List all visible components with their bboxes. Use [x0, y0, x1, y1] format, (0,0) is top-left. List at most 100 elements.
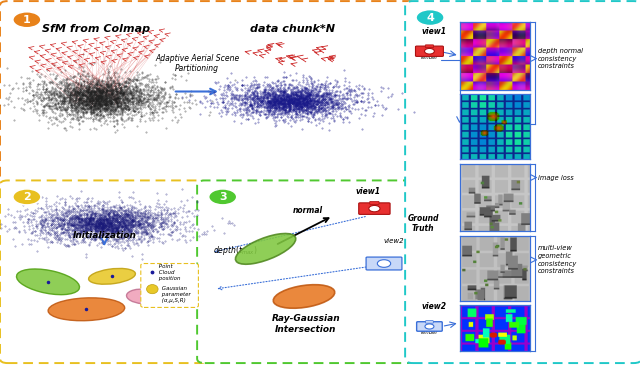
Point: [114, 215, 124, 221]
Point: [350, 92, 360, 98]
Point: [60, 197, 70, 202]
Point: [147, 79, 157, 85]
Point: [342, 115, 352, 121]
Point: [63, 94, 74, 100]
Point: [65, 234, 76, 240]
Point: [11, 225, 21, 231]
Point: [92, 94, 102, 100]
Point: [119, 84, 129, 90]
Point: [295, 102, 305, 108]
Point: [118, 221, 128, 227]
Point: [86, 104, 97, 110]
Point: [85, 85, 95, 91]
Point: [82, 199, 92, 205]
Point: [74, 98, 84, 104]
Point: [93, 212, 104, 218]
Point: [98, 85, 108, 90]
Point: [125, 105, 136, 111]
Point: [102, 199, 112, 205]
Point: [113, 223, 124, 228]
Point: [274, 100, 284, 106]
Point: [97, 224, 108, 230]
Point: [291, 99, 301, 105]
Point: [32, 86, 42, 92]
Point: [97, 224, 107, 230]
Point: [95, 94, 106, 100]
Point: [363, 104, 373, 110]
Point: [76, 86, 86, 92]
Point: [55, 98, 65, 104]
Point: [116, 221, 126, 227]
Point: [102, 237, 113, 243]
Point: [310, 116, 320, 122]
Point: [136, 221, 147, 227]
Point: [95, 82, 106, 87]
Point: [78, 227, 88, 233]
Point: [145, 237, 155, 243]
Point: [320, 96, 330, 102]
Point: [92, 213, 102, 219]
Point: [54, 105, 65, 111]
Point: [97, 85, 108, 91]
Point: [110, 228, 120, 234]
Point: [84, 85, 94, 90]
Point: [77, 93, 88, 98]
Point: [290, 89, 300, 95]
Point: [31, 92, 41, 98]
Point: [94, 98, 104, 104]
Point: [84, 221, 94, 227]
Point: [92, 86, 102, 92]
Point: [78, 236, 88, 242]
Point: [95, 225, 105, 231]
Point: [68, 233, 78, 239]
Point: [100, 99, 110, 105]
Point: [303, 97, 314, 103]
Point: [103, 81, 113, 87]
Point: [170, 91, 180, 97]
Point: [86, 98, 97, 104]
Point: [120, 89, 130, 94]
Point: [322, 114, 332, 120]
Point: [284, 93, 294, 99]
Point: [299, 87, 309, 93]
Point: [177, 94, 188, 100]
Point: [114, 219, 124, 225]
Point: [305, 98, 316, 104]
Point: [351, 99, 362, 105]
Point: [93, 234, 103, 240]
Point: [332, 113, 342, 119]
Point: [149, 218, 159, 224]
Point: [125, 95, 136, 101]
Point: [291, 100, 301, 106]
Point: [255, 112, 265, 118]
Point: [87, 85, 97, 91]
Point: [95, 220, 105, 225]
Point: [268, 102, 278, 108]
Point: [69, 213, 79, 219]
Point: [76, 216, 86, 222]
Point: [74, 223, 84, 228]
Point: [98, 230, 108, 236]
Point: [93, 105, 103, 111]
Point: [254, 109, 264, 115]
Point: [281, 90, 291, 96]
Point: [89, 212, 99, 217]
Point: [102, 226, 113, 232]
Point: [83, 73, 93, 79]
Point: [311, 93, 321, 99]
Point: [303, 98, 313, 104]
Point: [91, 107, 101, 113]
Point: [288, 101, 298, 107]
Point: [106, 228, 116, 234]
Point: [104, 217, 114, 223]
Point: [78, 105, 88, 111]
Point: [230, 101, 240, 107]
Point: [307, 86, 317, 92]
Point: [97, 101, 107, 107]
Point: [99, 208, 109, 214]
Point: [84, 85, 95, 91]
Point: [72, 216, 83, 221]
Point: [83, 242, 93, 248]
Point: [139, 214, 149, 220]
Point: [276, 106, 287, 112]
